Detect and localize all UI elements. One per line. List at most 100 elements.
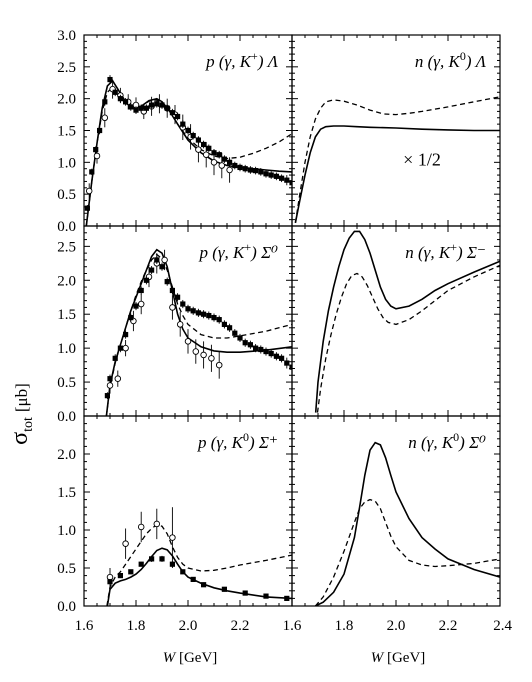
solid-curve (85, 79, 292, 226)
data-point-square (206, 145, 212, 151)
data-point-square (138, 287, 144, 294)
data-point-square (93, 147, 99, 153)
data-point-square (211, 315, 217, 321)
data-point-square (258, 169, 264, 175)
data-point-square (175, 294, 181, 300)
panel-reaction-label: n (γ, K0) Σ⁰ (408, 430, 486, 452)
solid-curve (314, 230, 500, 413)
x-tick-label: 2.2 (439, 618, 458, 634)
data-point-square (190, 576, 196, 582)
data-point-square (97, 127, 103, 134)
data-point-square (211, 150, 217, 156)
panel-p-k0-sigmaplus: p (γ, K0) Σ⁺ (83, 415, 293, 607)
data-point-circle (218, 162, 226, 169)
data-point-square (242, 590, 248, 596)
data-point-square (138, 105, 144, 111)
data-point-square (268, 350, 274, 357)
data-point-square (128, 569, 134, 575)
data-point-square (201, 582, 207, 588)
data-point-square (190, 132, 196, 139)
data-point-square (237, 164, 243, 171)
data-point-square (133, 303, 139, 309)
dashed-curve (314, 498, 500, 606)
data-point-circle (122, 344, 129, 352)
panel-plot-area (314, 230, 500, 413)
solid-curve (315, 441, 500, 606)
x-tick-labels: 1.6 1.8 2.0 2.2 1.6 1.8 2.0 2.2 2.4 (75, 618, 513, 634)
data-point-square (221, 586, 227, 592)
x-tick-label: 1.6 (75, 618, 94, 634)
x-axis-title-left: W [GeV] (163, 650, 218, 666)
data-point-square (263, 593, 269, 599)
data-point-circle (114, 375, 122, 382)
data-point-circle (93, 152, 101, 160)
data-point-square (123, 331, 129, 338)
solid-curve (294, 125, 500, 223)
data-point-square (175, 113, 181, 120)
data-point-square (279, 175, 285, 181)
solid-curve (106, 547, 292, 606)
data-point-square (227, 325, 233, 331)
panel-p-kplus-sigma0: p (γ, K+) Σ⁰ (83, 225, 293, 417)
data-point-square (242, 340, 248, 346)
data-point-square (84, 205, 90, 211)
y-tick-label: 1.5 (57, 485, 76, 501)
y-tick-label: 0.0 (57, 599, 76, 615)
data-point-square (149, 102, 155, 108)
panel-plot-area (84, 75, 292, 226)
data-point-circle (137, 300, 145, 308)
data-point-square (154, 257, 160, 263)
data-point-square (289, 364, 292, 370)
data-point-square (201, 311, 207, 317)
data-point-square (143, 277, 149, 283)
data-point-square (149, 267, 155, 273)
y-tick-label: 1.0 (57, 341, 76, 357)
x-tick-label: 2.2 (231, 618, 250, 634)
dashed-curve (85, 86, 292, 226)
data-point-square (284, 360, 290, 366)
data-point-circle (85, 187, 93, 195)
data-point-square (164, 279, 170, 285)
data-point-square (273, 173, 279, 179)
data-point-square (104, 393, 110, 399)
data-point-square (221, 321, 227, 327)
data-point-square (242, 166, 248, 172)
data-point-square (164, 105, 170, 111)
data-point-square (138, 561, 144, 567)
y-tick-label: 2.0 (57, 447, 76, 463)
y-tick-labels: 0.0 0.5 1.0 1.5 2.0 2.5 3.0 0.0 0.5 1.0 1.5 2.0 2.5 0… (57, 28, 76, 615)
panel-plot-area (104, 248, 292, 416)
data-point-circle (122, 540, 129, 547)
data-point-square (247, 342, 253, 348)
data-point-square (284, 177, 290, 183)
data-point-square (112, 89, 118, 95)
data-point-circle (192, 348, 200, 355)
y-tick-label: 0.0 (57, 409, 76, 425)
data-point-circle (184, 338, 192, 345)
data-point-square (123, 99, 129, 105)
data-point-square (159, 102, 165, 108)
data-point-square (195, 310, 201, 316)
data-point-square (117, 573, 123, 579)
data-point-square (195, 137, 201, 143)
data-point-square (89, 169, 95, 175)
data-point-square (284, 595, 290, 601)
data-point-square (268, 172, 274, 178)
data-point-square (143, 105, 149, 111)
data-point-square (149, 556, 155, 562)
panel-n-k0-sigma0: n (γ, K0) Σ⁰ (291, 415, 501, 607)
dashed-curve (105, 253, 292, 416)
x-tick-label: 1.6 (283, 618, 302, 634)
x-tick-label: 2.0 (387, 618, 406, 634)
y-tick-label: 0.5 (57, 375, 76, 391)
y-tick-label: 0.5 (57, 187, 76, 203)
panels-group: p (γ, K+) Λ n (γ, K0) Λ × 1/2 p (γ, K+) Σ⁰ n… (83, 34, 501, 607)
data-point-square (159, 264, 165, 270)
data-point-circle (215, 361, 223, 369)
data-point-square (117, 345, 123, 351)
data-point-square (107, 76, 113, 83)
data-point-circle (169, 534, 176, 541)
data-point-square (201, 141, 207, 148)
panel-ticks (83, 415, 293, 607)
data-point-square (232, 162, 238, 169)
